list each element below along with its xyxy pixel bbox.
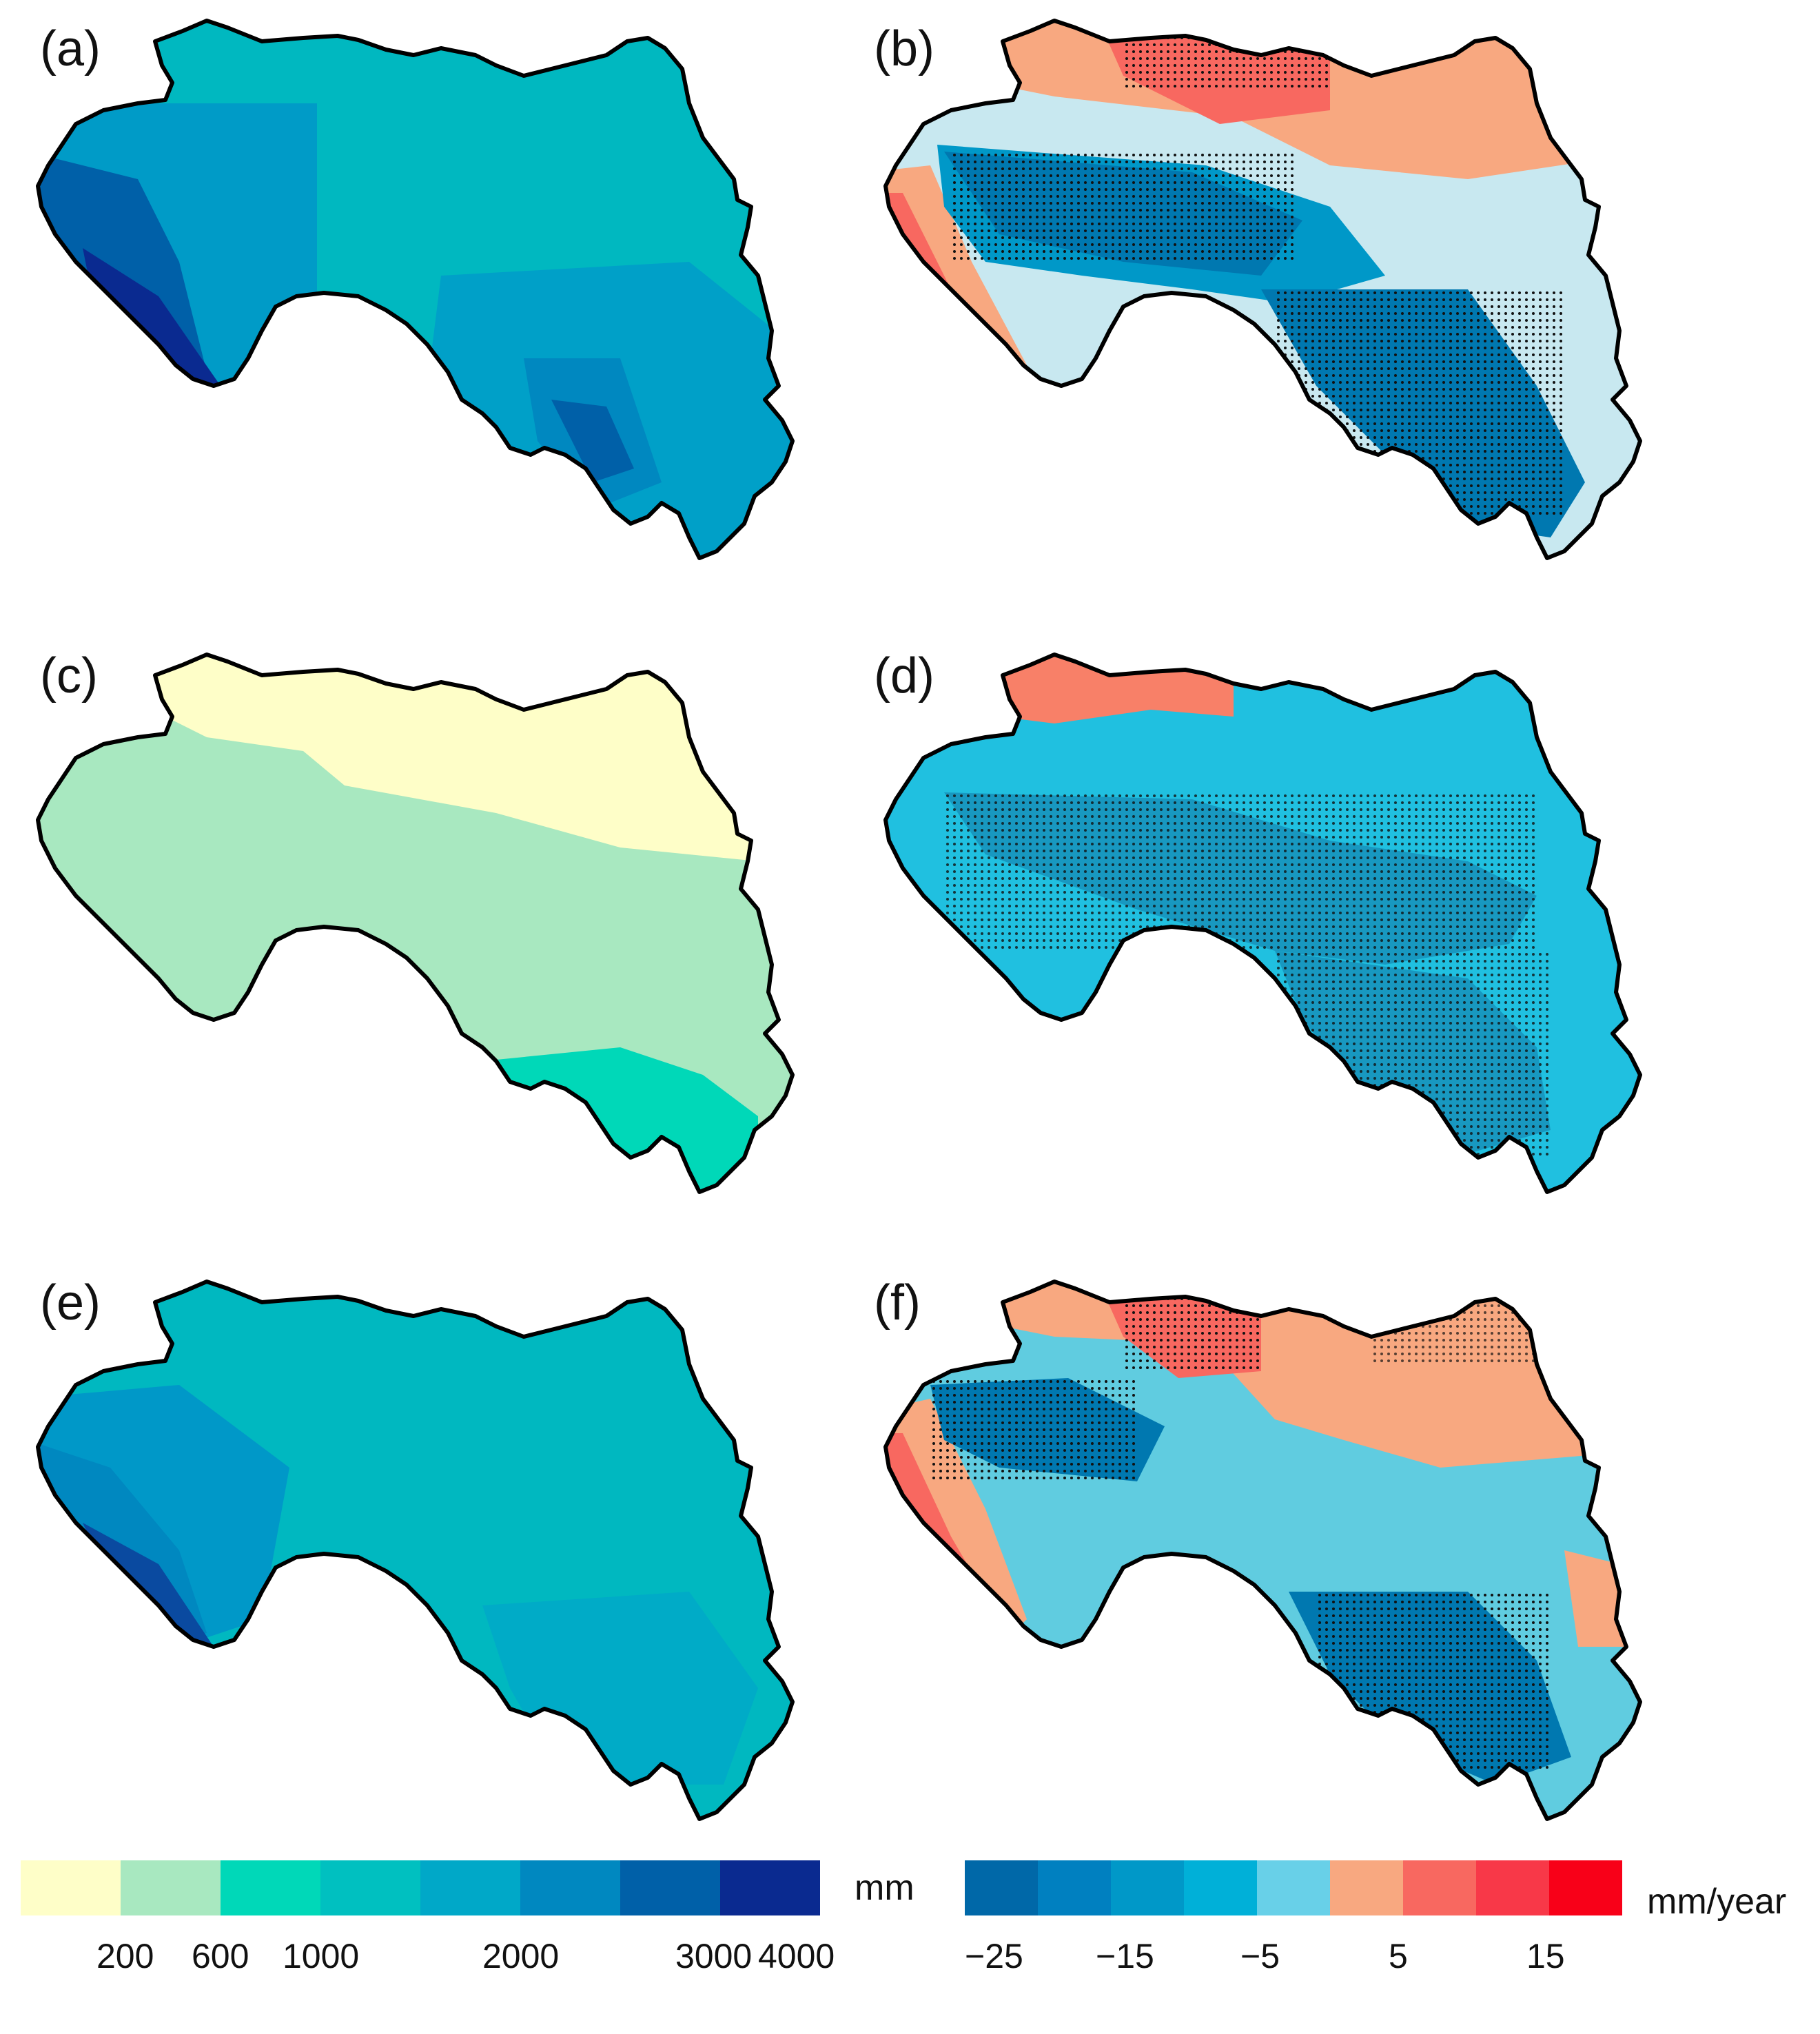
- panel-label-d: (d): [874, 648, 934, 703]
- legend-trend-ticks-label-2: −5: [1240, 1937, 1280, 1975]
- legend-trend: mm/year −25 −15 −5 5 15: [965, 1860, 1819, 1998]
- legend-trend-bar-swatch-6: [1403, 1860, 1476, 1915]
- legend-precip-colorbar: [21, 1860, 820, 1915]
- legend-precip-ticks-label-1: 600: [192, 1937, 249, 1975]
- panel-label-b: (b): [874, 21, 934, 76]
- legend-trend-bar-swatch-5: [1330, 1860, 1403, 1915]
- legend-trend-bar-swatch-3: [1184, 1860, 1257, 1915]
- legend-trend-bar-swatch-8: [1549, 1860, 1622, 1915]
- legend-precip-bar-swatch-1: [121, 1860, 221, 1915]
- panel-label-e: (e): [40, 1275, 101, 1331]
- map-a: [0, 0, 910, 620]
- legend-trend-bar-swatch-2: [1111, 1860, 1184, 1915]
- legend-precip-ticks-label-3: 2000: [482, 1937, 560, 1975]
- legend-precip-ticks-label-4: 3000: [675, 1937, 753, 1975]
- legend-trend-ticks-label-3: 5: [1389, 1937, 1408, 1975]
- legend-precip-bar-swatch-5: [520, 1860, 620, 1915]
- legend-precip-bar-swatch-4: [420, 1860, 520, 1915]
- panel-c: (c): [0, 634, 910, 1254]
- map-d: [848, 634, 1757, 1254]
- legend-trend-ticks-label-1: −15: [1096, 1937, 1154, 1975]
- legend-trend-ticks-label-0: −25: [965, 1937, 1023, 1975]
- map-f: [848, 1261, 1757, 1881]
- legend-trend-bar-swatch-7: [1476, 1860, 1549, 1915]
- legend-precip-ticks-label-5: 4000: [758, 1937, 835, 1975]
- panel-a: (a): [0, 0, 910, 620]
- panel-label-a: (a): [40, 21, 101, 76]
- legend-trend-unit: mm/year: [1647, 1882, 1787, 1922]
- panel-f: (f): [848, 1261, 1757, 1881]
- panel-d: (d): [848, 634, 1757, 1254]
- legend-trend-bar-swatch-4: [1257, 1860, 1330, 1915]
- legend-precip-bar-swatch-6: [620, 1860, 720, 1915]
- legend-precip-ticks-label-0: 200: [96, 1937, 154, 1975]
- legend-trend-ticks-label-4: 15: [1526, 1937, 1565, 1975]
- map-c: [0, 634, 910, 1254]
- panel-label-c: (c): [40, 648, 98, 703]
- map-e: [0, 1261, 910, 1881]
- legend-precip-bar-swatch-0: [21, 1860, 121, 1915]
- legend-precip-unit: mm: [855, 1868, 914, 1908]
- legend-precip-bar-swatch-7: [720, 1860, 820, 1915]
- map-b: [848, 0, 1757, 620]
- legend-precip-bar-swatch-3: [320, 1860, 420, 1915]
- panel-b: (b): [848, 0, 1757, 620]
- legend-trend-bar-swatch-0: [965, 1860, 1038, 1915]
- legend-trend-colorbar: [965, 1860, 1622, 1915]
- panel-label-f: (f): [874, 1275, 921, 1331]
- panel-e: (e): [0, 1261, 910, 1881]
- legend-precip-bar-swatch-2: [221, 1860, 320, 1915]
- legend-trend-bar-swatch-1: [1038, 1860, 1111, 1915]
- legend-precip-ticks-label-2: 1000: [283, 1937, 360, 1975]
- legend-precip: mm 200 600 1000 2000 3000 4000: [21, 1860, 937, 1998]
